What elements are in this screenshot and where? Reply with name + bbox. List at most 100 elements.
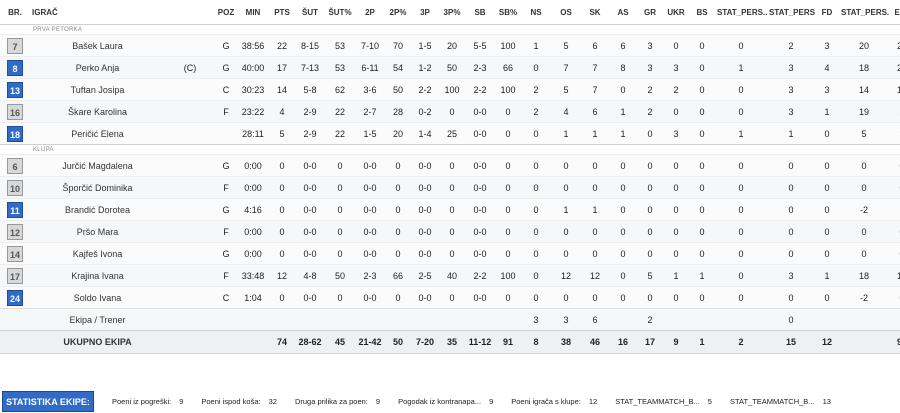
player-name[interactable]: Škare Karolina: [30, 100, 165, 123]
stat-cell-p3p: 25: [439, 122, 465, 145]
column-header[interactable]: PTS: [269, 0, 295, 25]
stat-cell-p3: 0-0: [411, 154, 439, 177]
team-statistics-button[interactable]: STATISTIKA EKIPE:: [2, 391, 94, 412]
column-header[interactable]: 2P%: [385, 0, 411, 25]
stat-cell-sutp: 53: [325, 56, 355, 79]
player-row[interactable]: 6 Jurčić Magdalena G 0:00 0 0-0 0 0-0 0 0-0 0 0-0 0 0…: [0, 154, 900, 177]
column-header[interactable]: STAT_PERS...: [715, 0, 767, 25]
stat-cell-p3p: 0: [439, 220, 465, 243]
captain-marker: (C): [165, 56, 215, 79]
player-name[interactable]: Peričić Elena: [30, 122, 165, 145]
player-row[interactable]: 24 Soldo Ivana C 1:04 0 0-0 0 0-0 0 0-0 0 0-0 0 0 0 0 0 0…: [0, 286, 900, 309]
column-header[interactable]: EFF: [889, 0, 900, 25]
table-body: PRVA PETORKA 7 Bašek Laura G 38:56 22 8-15 53 7-…: [0, 24, 900, 354]
stat-cell-fd: 1: [815, 264, 839, 287]
stat-cell-sk: 0: [581, 154, 609, 177]
stat-cell-p2p: [385, 308, 411, 331]
jersey-number-badge: 17: [7, 267, 23, 284]
column-header[interactable]: AS: [609, 0, 637, 25]
player-row[interactable]: 18 Peričić Elena 28:11 5 2-9 22 1-5 20 1-4 25 0-0 0…: [0, 122, 900, 145]
player-name[interactable]: Pršo Mara: [30, 220, 165, 243]
boxscore-table: BR. IGRAČ POZ MIN PTS ŠUT ŠUT% 2P 2P% 3P 3P% SB SB% N…: [0, 0, 900, 354]
player-row[interactable]: 8 Perko Anja (C) G 40:00 17 7-13 53 6-11 54 1-2 50 2…: [0, 56, 900, 79]
stat-cell-p2p: 66: [385, 264, 411, 287]
stat-cell-ns: 3: [521, 308, 551, 331]
column-header[interactable]: ŠUT%: [325, 0, 355, 25]
stat-cell-ukr: 0: [663, 154, 689, 177]
stat-cell-gr: 0: [637, 242, 663, 265]
stat-cell-p2: 0-0: [355, 198, 385, 221]
player-name[interactable]: Krajina Ivana: [30, 264, 165, 287]
stat-cell-min: 0:00: [237, 242, 269, 265]
player-name[interactable]: Tuftan Josipa: [30, 78, 165, 101]
stat-cell-ukr: 0: [663, 286, 689, 309]
player-row[interactable]: 7 Bašek Laura G 38:56 22 8-15 53 7-10 70 1-5 20 5-5…: [0, 34, 900, 57]
column-header[interactable]: GR: [637, 0, 663, 25]
column-header[interactable]: BS: [689, 0, 715, 25]
empty-cell: [0, 330, 30, 354]
stat-cell-ns: 2: [521, 100, 551, 123]
total-bs: 1: [689, 330, 715, 354]
stat-cell-eff: 2: [889, 100, 900, 123]
player-row[interactable]: 17 Krajina Ivana F 33:48 12 4-8 50 2-3 66 2-5 40 2-…: [0, 264, 900, 287]
stat-cell-sutp: 50: [325, 264, 355, 287]
footer-stat: Pogodak iz kontranapa... 9: [398, 397, 493, 406]
stat-cell-sk: 0: [581, 176, 609, 199]
column-header[interactable]: STAT_PERS...: [767, 0, 815, 25]
player-name[interactable]: Bašek Laura: [30, 34, 165, 57]
total-ukr: 9: [663, 330, 689, 354]
player-row[interactable]: 14 Kajfeš Ivona G 0:00 0 0-0 0 0-0 0 0-0 0 0-0 0 0 0 0 0…: [0, 242, 900, 265]
stat-cell-sut: 0-0: [295, 242, 325, 265]
stat-cell-gr: 0: [637, 176, 663, 199]
column-header[interactable]: SK: [581, 0, 609, 25]
footer-stat: STAT_TEAMMATCH_B... 5: [615, 397, 712, 406]
player-row[interactable]: 16 Škare Karolina F 23:22 4 2-9 22 2-7 28 0-2 0 0-0…: [0, 100, 900, 123]
player-name[interactable]: Kajfeš Ivona: [30, 242, 165, 265]
column-header[interactable]: BR.: [0, 0, 30, 25]
player-name[interactable]: Soldo Ivana: [30, 286, 165, 309]
player-row[interactable]: 12 Pršo Mara F 0:00 0 0-0 0 0-0 0 0-0 0 0-0 0 0 0 0 0 0 0 0…: [0, 220, 900, 243]
column-header[interactable]: IGRAČ: [30, 0, 165, 25]
player-name[interactable]: Brandić Dorotea: [30, 198, 165, 221]
column-header[interactable]: UKR: [663, 0, 689, 25]
stat-cell-p2p: 20: [385, 122, 411, 145]
column-header[interactable]: 3P: [411, 0, 439, 25]
column-header[interactable]: SB%: [495, 0, 521, 25]
column-header[interactable]: FD: [815, 0, 839, 25]
team-coach-label: Ekipa / Trener: [30, 308, 165, 331]
column-header[interactable]: SB: [465, 0, 495, 25]
stat-cell-sutp: 0: [325, 198, 355, 221]
stat-cell-os: 12: [551, 264, 581, 287]
player-name[interactable]: Perko Anja: [30, 56, 165, 79]
jersey-number-badge: 14: [7, 245, 23, 262]
column-header[interactable]: ŠUT: [295, 0, 325, 25]
player-row[interactable]: 10 Šporčić Dominika F 0:00 0 0-0 0 0-0 0 0-0 0 0-0 0…: [0, 176, 900, 199]
stat-cell-fd: 0: [815, 154, 839, 177]
column-header[interactable]: [165, 0, 215, 25]
stat-cell-sut: 0-0: [295, 286, 325, 309]
stat-cell-eff: 25: [889, 56, 900, 79]
footer-stat: Poeni igrača s klupe: 12: [511, 397, 597, 406]
player-row[interactable]: 13 Tuftan Josipa C 30:23 14 5-8 62 3-6 50 2-2 100 2…: [0, 78, 900, 101]
stat-cell-ns: 0: [521, 122, 551, 145]
column-header[interactable]: 2P: [355, 0, 385, 25]
stat-cell-gr: 5: [637, 264, 663, 287]
stat-cell-ns: 1: [521, 34, 551, 57]
captain-marker: [165, 34, 215, 57]
stat-cell-os: 1: [551, 122, 581, 145]
player-row[interactable]: 11 Brandić Dorotea G 4:16 0 0-0 0 0-0 0 0-0 0 0-0 0 0…: [0, 198, 900, 221]
column-header[interactable]: NS: [521, 0, 551, 25]
stat-cell-as: 0: [609, 198, 637, 221]
stat-cell-as: 0: [609, 220, 637, 243]
stat-cell-os: 0: [551, 242, 581, 265]
column-header[interactable]: 3P%: [439, 0, 465, 25]
column-header[interactable]: MIN: [237, 0, 269, 25]
jersey-cell: 11: [0, 198, 30, 221]
column-header[interactable]: POZ: [215, 0, 237, 25]
column-header[interactable]: OS: [551, 0, 581, 25]
player-name[interactable]: Šporčić Dominika: [30, 176, 165, 199]
column-header[interactable]: STAT_PERS...: [839, 0, 889, 25]
player-name[interactable]: Jurčić Magdalena: [30, 154, 165, 177]
footer-stat-label: STAT_TEAMMATCH_B...: [615, 397, 700, 406]
stat-cell-pts: 0: [269, 286, 295, 309]
